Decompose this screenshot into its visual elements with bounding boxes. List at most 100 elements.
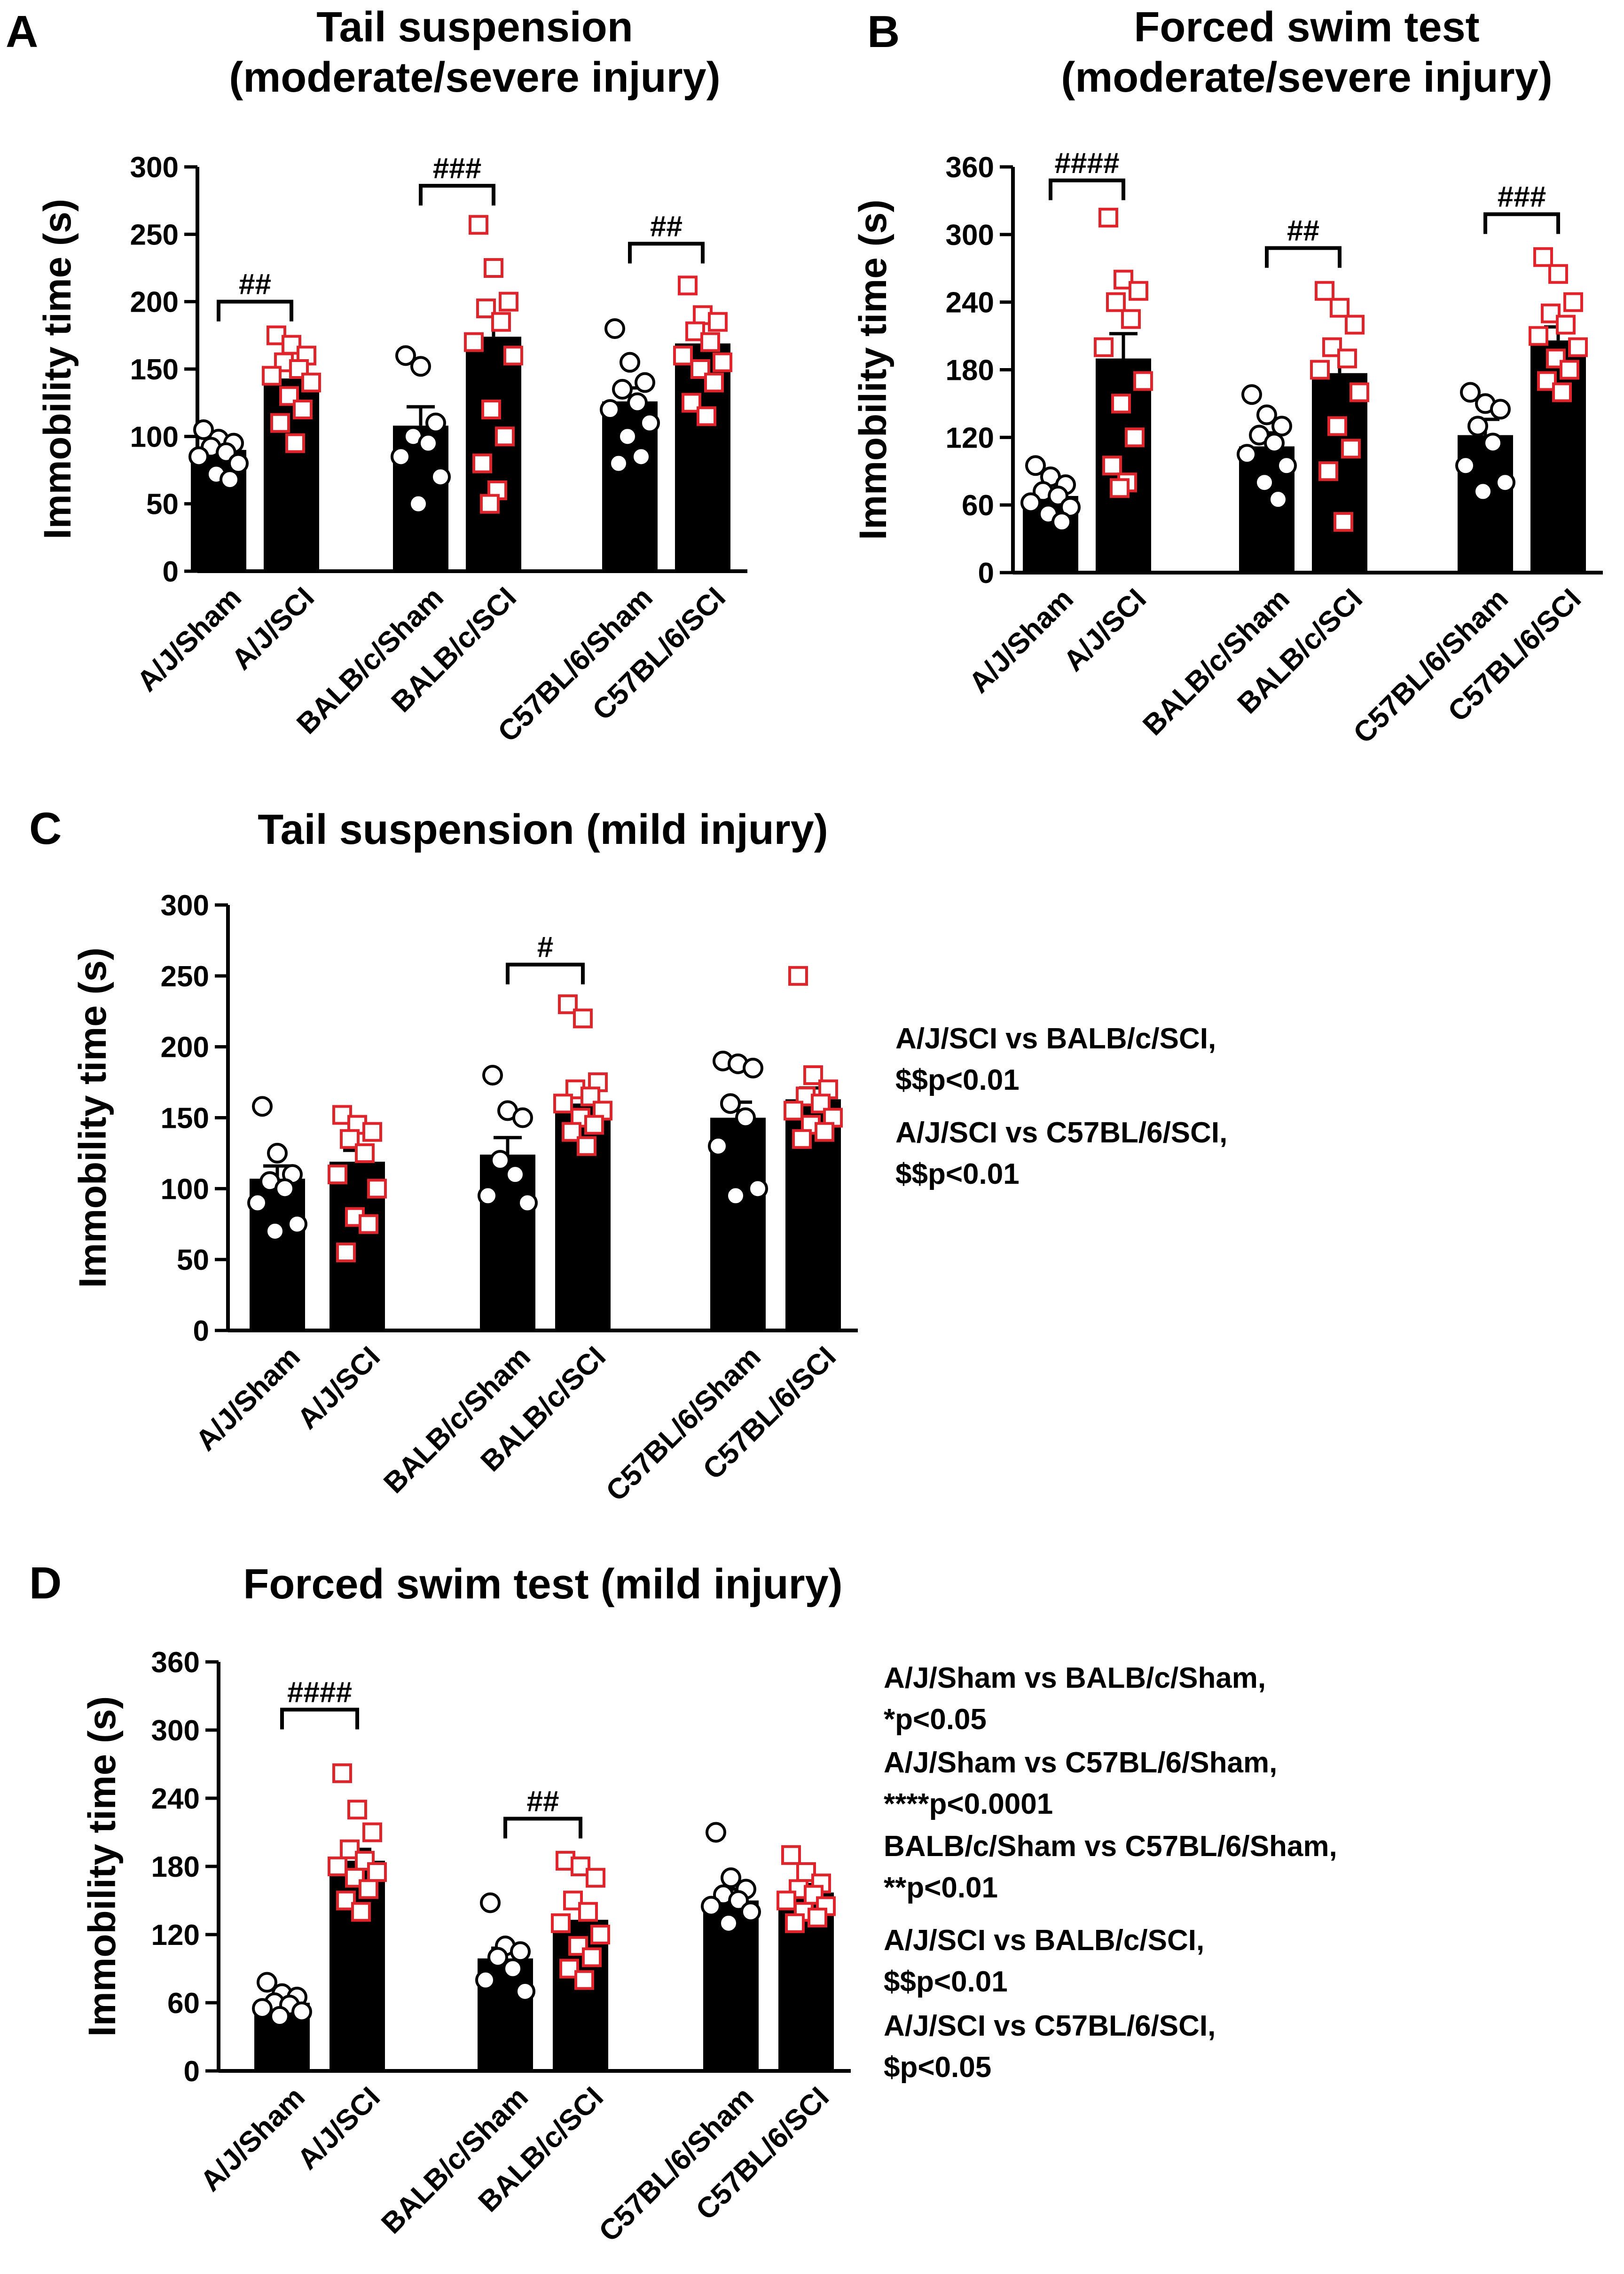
data-point-sci <box>1560 360 1579 380</box>
data-point-sham <box>600 399 620 420</box>
y-axis-title: Immobility time (s) <box>81 1696 124 2037</box>
data-point-sham <box>220 469 240 490</box>
data-point-sham <box>515 1981 535 2002</box>
stat-note: A/J/Sham vs BALB/c/Sham, <box>884 1662 1266 1694</box>
x-category-label: A/J/Sham <box>963 582 1080 700</box>
data-point-sci <box>328 1165 347 1185</box>
data-point-sci <box>469 215 488 235</box>
data-point-sci <box>347 1800 367 1820</box>
data-point-sham <box>1051 511 1072 533</box>
data-point-sham <box>291 2001 312 2022</box>
data-point-sci <box>1133 371 1153 391</box>
significance-bracket <box>1265 246 1342 268</box>
data-point-sham <box>627 392 648 413</box>
significance-label: ## <box>1287 215 1319 247</box>
stat-note: *p<0.05 <box>884 1703 987 1736</box>
data-point-sci <box>362 1122 382 1142</box>
significance-label: # <box>537 931 553 964</box>
data-point-sham <box>725 1185 746 1206</box>
data-point-sci <box>1106 292 1126 312</box>
y-tick-label: 150 <box>130 354 179 386</box>
panel-title: (moderate/severe injury) <box>1061 54 1552 101</box>
stat-note: $$p<0.01 <box>895 1064 1020 1096</box>
x-category-label: A/J/Sham <box>194 2081 311 2198</box>
data-point-sci <box>577 1136 596 1156</box>
stat-note: $$p<0.01 <box>884 1966 1008 1998</box>
significance-bracket <box>506 962 585 984</box>
y-tick-label: 120 <box>946 422 994 454</box>
x-category-label: A/J/Sham <box>131 581 248 698</box>
data-point-sham <box>747 1178 768 1199</box>
significance-label: ## <box>239 268 271 301</box>
significance-label: ### <box>433 152 481 185</box>
y-tick-label: 0 <box>184 2055 200 2088</box>
data-point-sci <box>1563 292 1583 312</box>
data-point-sci <box>293 400 313 419</box>
data-point-sham <box>269 2006 290 2027</box>
data-point-sham <box>1460 382 1481 403</box>
significance-label: ## <box>527 1786 559 1818</box>
data-point-sci <box>1334 512 1353 532</box>
y-tick-label: 0 <box>163 556 179 588</box>
data-point-sci <box>262 366 282 386</box>
significance-label: #### <box>1055 147 1120 180</box>
data-point-sci <box>785 1913 805 1933</box>
data-point-sham <box>512 1107 533 1128</box>
data-point-sci <box>1111 393 1131 414</box>
data-point-sci <box>553 1094 573 1114</box>
panel-title: Tail suspension <box>316 4 633 51</box>
data-point-sci <box>551 1913 571 1933</box>
bar-balb-c-sham <box>480 1154 535 1330</box>
data-point-sci <box>1327 416 1347 436</box>
data-point-sci <box>464 332 484 352</box>
data-point-sci <box>1552 382 1572 402</box>
data-point-sham <box>287 1213 307 1235</box>
data-point-sci <box>811 1094 831 1114</box>
panel-title: (moderate/severe injury) <box>229 54 720 101</box>
data-point-sci <box>808 1907 827 1928</box>
y-tick-label: 200 <box>130 286 179 319</box>
data-point-sham <box>1495 472 1515 493</box>
data-point-sci <box>499 291 518 312</box>
stat-note: A/J/SCI vs C57BL/6/SCI, <box>884 2010 1216 2042</box>
significance-bracket <box>1483 212 1560 234</box>
data-point-sham <box>478 1185 498 1206</box>
data-point-sci <box>367 1179 387 1199</box>
data-point-sham <box>193 419 214 440</box>
significance-bracket <box>419 184 495 206</box>
data-point-sci <box>362 1822 382 1842</box>
data-point-sham <box>635 372 655 393</box>
data-point-sham <box>267 1142 288 1164</box>
data-point-sci <box>1341 439 1361 459</box>
data-point-sci <box>1315 281 1334 301</box>
y-tick-label: 360 <box>946 151 994 184</box>
y-tick-label: 300 <box>161 889 209 922</box>
data-point-sham <box>1264 433 1285 454</box>
data-point-sci <box>1337 348 1357 369</box>
data-point-sham <box>1473 481 1493 502</box>
y-axis-title: Immobility time (s) <box>852 199 894 540</box>
data-point-sham <box>510 1941 531 1962</box>
data-point-sci <box>367 1862 387 1882</box>
data-point-sci <box>282 335 301 355</box>
data-point-sci <box>270 413 290 433</box>
stat-note: $p<0.05 <box>884 2051 991 2084</box>
data-point-sci <box>332 1105 352 1125</box>
panel-letter: A <box>6 7 38 57</box>
data-point-sham <box>257 1972 277 1993</box>
y-tick-label: 360 <box>151 1646 200 1679</box>
data-point-sham <box>728 1890 749 1911</box>
data-point-sham <box>701 1896 722 1917</box>
data-point-sci <box>1110 478 1130 498</box>
data-point-sham <box>1256 404 1277 425</box>
panel-letter: D <box>29 1558 62 1608</box>
data-point-sham <box>639 412 660 433</box>
data-point-sci <box>678 275 698 296</box>
data-point-sham <box>475 1969 496 1991</box>
data-point-sham <box>1276 455 1297 476</box>
data-point-sham <box>617 426 638 447</box>
data-point-sham <box>620 352 640 373</box>
data-point-sci <box>359 1214 378 1234</box>
y-tick-label: 100 <box>161 1173 209 1205</box>
data-point-sci <box>578 1902 598 1922</box>
